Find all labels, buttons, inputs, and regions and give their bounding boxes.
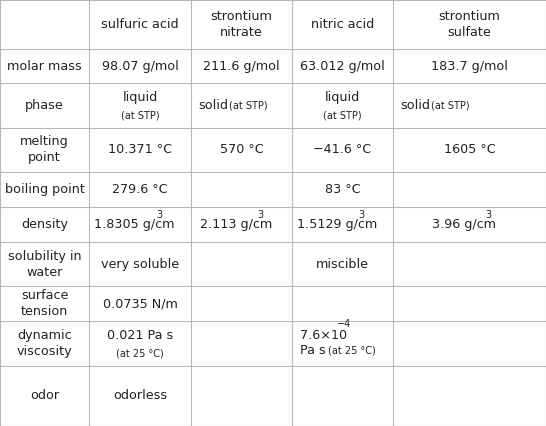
Text: (at 25 °C): (at 25 °C) (116, 348, 164, 358)
Text: (at STP): (at STP) (121, 110, 159, 121)
Text: liquid: liquid (122, 91, 158, 104)
Text: 279.6 °C: 279.6 °C (112, 183, 168, 196)
Text: (at STP): (at STP) (229, 101, 268, 111)
Text: boiling point: boiling point (4, 183, 85, 196)
Text: nitric acid: nitric acid (311, 18, 374, 31)
Text: phase: phase (25, 99, 64, 112)
Text: strontium
nitrate: strontium nitrate (211, 9, 272, 39)
Text: 10.371 °C: 10.371 °C (108, 144, 172, 156)
Text: 2.113 g/cm: 2.113 g/cm (200, 218, 272, 231)
Text: 7.6×10: 7.6×10 (300, 329, 347, 342)
Text: 98.07 g/mol: 98.07 g/mol (102, 60, 179, 72)
Text: surface
tension: surface tension (21, 289, 68, 318)
Text: 3: 3 (258, 210, 264, 220)
Text: 0.0735 N/m: 0.0735 N/m (103, 297, 177, 310)
Text: 3: 3 (485, 210, 492, 220)
Text: molar mass: molar mass (7, 60, 82, 72)
Text: 1.8305 g/cm: 1.8305 g/cm (94, 218, 175, 231)
Text: miscible: miscible (316, 258, 369, 271)
Text: Pa s: Pa s (300, 343, 326, 357)
Text: 183.7 g/mol: 183.7 g/mol (431, 60, 508, 72)
Text: (at STP): (at STP) (323, 110, 362, 121)
Text: density: density (21, 218, 68, 231)
Text: solid: solid (401, 99, 431, 112)
Text: odor: odor (30, 389, 59, 402)
Text: odorless: odorless (113, 389, 167, 402)
Text: 570 °C: 570 °C (219, 144, 264, 156)
Text: liquid: liquid (325, 91, 360, 104)
Text: dynamic
viscosity: dynamic viscosity (17, 329, 72, 358)
Text: 63.012 g/mol: 63.012 g/mol (300, 60, 385, 72)
Text: sulfuric acid: sulfuric acid (101, 18, 179, 31)
Text: 211.6 g/mol: 211.6 g/mol (203, 60, 280, 72)
Text: 0.021 Pa s: 0.021 Pa s (107, 329, 173, 342)
Text: 1.5129 g/cm: 1.5129 g/cm (297, 218, 377, 231)
Text: 3: 3 (359, 210, 365, 220)
Text: −41.6 °C: −41.6 °C (313, 144, 372, 156)
Text: 1605 °C: 1605 °C (444, 144, 495, 156)
Text: (at STP): (at STP) (431, 101, 470, 111)
Text: melting
point: melting point (20, 135, 69, 164)
Text: 3.96 g/cm: 3.96 g/cm (432, 218, 496, 231)
Text: solid: solid (199, 99, 229, 112)
Text: solubility in
water: solubility in water (8, 250, 81, 279)
Text: 83 °C: 83 °C (325, 183, 360, 196)
Text: 3: 3 (156, 210, 162, 220)
Text: very soluble: very soluble (101, 258, 179, 271)
Text: −4: −4 (337, 320, 352, 329)
Text: (at 25 °C): (at 25 °C) (328, 345, 375, 355)
Text: strontium
sulfate: strontium sulfate (438, 9, 501, 39)
